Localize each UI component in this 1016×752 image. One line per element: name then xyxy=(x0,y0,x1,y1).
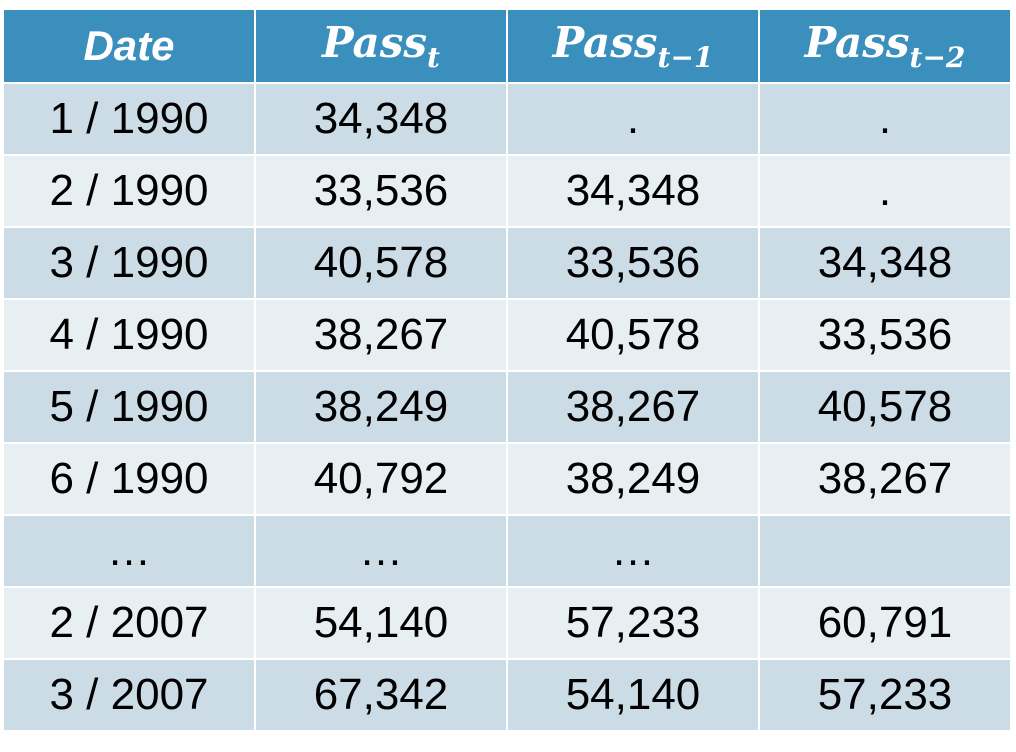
cell-pass-t1: 40,578 xyxy=(506,298,760,372)
header-pass-t2-sub: t−2 xyxy=(909,41,966,74)
table-row: 2 / 2007 54,140 57,233 60,791 xyxy=(2,586,1012,660)
cell-pass-t1: 38,249 xyxy=(506,442,760,516)
cell-pass-t: 67,342 xyxy=(254,658,508,732)
cell-pass-t: 54,140 xyxy=(254,586,508,660)
cell-pass-t1: 38,267 xyxy=(506,370,760,444)
cell-date: 5 / 1990 xyxy=(2,370,256,444)
cell-pass-t2: 60,791 xyxy=(758,586,1012,660)
header-pass-t1-base: Pass xyxy=(552,18,658,67)
header-pass-t-base: Pass xyxy=(322,18,428,67)
cell-pass-t2: 57,233 xyxy=(758,658,1012,732)
header-pass-t: Passt xyxy=(254,8,508,84)
cell-date: 2 / 2007 xyxy=(2,586,256,660)
cell-date: 6 / 1990 xyxy=(2,442,256,516)
cell-pass-t: … xyxy=(254,514,508,588)
cell-pass-t1: 34,348 xyxy=(506,154,760,228)
cell-date: 3 / 1990 xyxy=(2,226,256,300)
table-row: 3 / 1990 40,578 33,536 34,348 xyxy=(2,226,1012,300)
table-row: 4 / 1990 38,267 40,578 33,536 xyxy=(2,298,1012,372)
cell-pass-t: 38,249 xyxy=(254,370,508,444)
cell-pass-t1: . xyxy=(506,82,760,156)
cell-date: 1 / 1990 xyxy=(2,82,256,156)
cell-pass-t2: 38,267 xyxy=(758,442,1012,516)
cell-pass-t: 33,536 xyxy=(254,154,508,228)
table-row: 1 / 1990 34,348 . . xyxy=(2,82,1012,156)
cell-pass-t2: 34,348 xyxy=(758,226,1012,300)
header-pass-t1: Passt−1 xyxy=(506,8,760,84)
cell-pass-t2: . xyxy=(758,154,1012,228)
table-row: 6 / 1990 40,792 38,249 38,267 xyxy=(2,442,1012,516)
cell-date: 2 / 1990 xyxy=(2,154,256,228)
header-date: Date xyxy=(2,8,256,84)
header-pass-t1-sub: t−1 xyxy=(657,41,714,74)
cell-date: 3 / 2007 xyxy=(2,658,256,732)
lag-table: Date Passt Passt−1 Passt−2 1 / 1990 34,3… xyxy=(2,8,1012,732)
table-row: 5 / 1990 38,249 38,267 40,578 xyxy=(2,370,1012,444)
cell-pass-t: 38,267 xyxy=(254,298,508,372)
table-row-ellipsis: … … … xyxy=(2,514,1012,588)
cell-pass-t1: 33,536 xyxy=(506,226,760,300)
cell-pass-t2: 33,536 xyxy=(758,298,1012,372)
cell-date: … xyxy=(2,514,256,588)
cell-pass-t2 xyxy=(758,514,1012,588)
table-row: 2 / 1990 33,536 34,348 . xyxy=(2,154,1012,228)
cell-pass-t2: 40,578 xyxy=(758,370,1012,444)
cell-pass-t1: 54,140 xyxy=(506,658,760,732)
cell-pass-t: 40,578 xyxy=(254,226,508,300)
table-row: 3 / 2007 67,342 54,140 57,233 xyxy=(2,658,1012,732)
cell-date: 4 / 1990 xyxy=(2,298,256,372)
cell-pass-t: 34,348 xyxy=(254,82,508,156)
header-row: Date Passt Passt−1 Passt−2 xyxy=(2,8,1012,84)
cell-pass-t: 40,792 xyxy=(254,442,508,516)
cell-pass-t2: . xyxy=(758,82,1012,156)
cell-pass-t1: 57,233 xyxy=(506,586,760,660)
header-pass-t2: Passt−2 xyxy=(758,8,1012,84)
cell-pass-t1: … xyxy=(506,514,760,588)
header-pass-t2-base: Pass xyxy=(804,18,910,67)
header-pass-t-sub: t xyxy=(427,41,440,74)
